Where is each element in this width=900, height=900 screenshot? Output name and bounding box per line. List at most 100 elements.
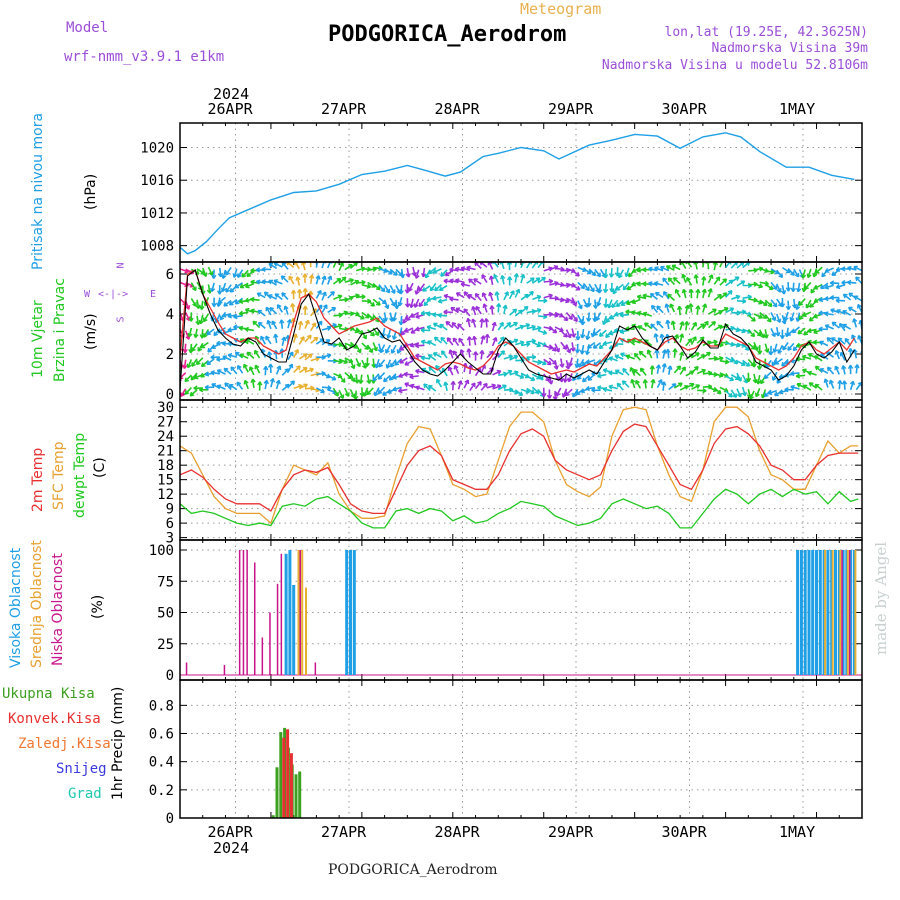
legend-freezing-rain: Zaledj.Kisa <box>18 736 111 752</box>
wind-arrow-head <box>824 284 829 290</box>
wind-arrow-head <box>409 374 414 380</box>
y-tick-label: 9 <box>166 502 174 518</box>
wind-arrow <box>338 276 347 284</box>
wind-arrow-head <box>370 331 375 337</box>
wind-arrow <box>389 268 398 276</box>
wind-arrow <box>439 284 448 291</box>
wind-arrow <box>622 368 630 376</box>
wind-arrow-head <box>830 337 836 342</box>
wind-arrow-head <box>509 290 515 295</box>
wind-arrow <box>239 282 249 289</box>
wind-arrow <box>801 269 806 279</box>
wind-arrow-head <box>296 289 303 294</box>
wind-arrow <box>361 311 370 319</box>
wind-arrow-head <box>418 302 424 308</box>
cloud-low-bar <box>246 550 248 675</box>
wind-arrow-head <box>507 369 513 375</box>
wind-compass-legend: W E N S <-|-> <box>84 262 164 332</box>
wind-arrow-head <box>650 323 655 329</box>
wind-arrow <box>228 383 238 391</box>
wind-arrow-head <box>622 368 627 373</box>
wind-arrow <box>384 268 393 275</box>
wind-arrow-head <box>654 291 660 297</box>
wind-arrow <box>731 342 741 347</box>
wind-arrow <box>383 299 389 309</box>
wind-arrow-head <box>575 336 581 341</box>
wind-arrow <box>372 358 375 368</box>
wind-arrow <box>759 299 768 306</box>
wind-arrow-head <box>385 348 390 354</box>
wind-arrow-head <box>200 362 206 368</box>
wind-arrow <box>389 285 396 294</box>
wind-arrow <box>581 328 585 339</box>
wind-arrow-head <box>681 288 687 294</box>
wind-arrow-head <box>633 368 638 374</box>
wind-arrow <box>388 373 397 381</box>
wind-arrow <box>707 262 710 270</box>
wind-arrow-head <box>243 363 248 369</box>
wind-arrow <box>180 388 187 397</box>
wind-arrow-head <box>688 288 694 294</box>
wind-arrow <box>184 343 187 353</box>
wind-arrow <box>714 357 724 361</box>
wind-arrow <box>315 290 322 299</box>
wind-arrow-head <box>638 350 644 356</box>
cloud-high-bar <box>826 550 830 675</box>
top-day-label: 27APR <box>321 100 367 118</box>
wind-arrow-head <box>322 304 328 309</box>
wind-arrow <box>244 380 249 390</box>
wind-arrow-head <box>224 382 230 388</box>
wind-arrow-head <box>265 335 270 341</box>
wind-arrow <box>210 371 220 375</box>
wind-arrow-head <box>708 274 714 279</box>
wind-arrow <box>203 313 210 322</box>
wind-arrow-head <box>615 285 621 291</box>
wind-arrow-head <box>795 305 801 311</box>
wind-arrow-head <box>340 378 346 383</box>
wind-arrow <box>298 321 302 331</box>
wind-arrow <box>497 350 505 359</box>
wind-arrow <box>514 389 523 397</box>
wind-arrow <box>548 344 557 352</box>
wind-arrow-head <box>821 272 826 278</box>
top-day-label: 29APR <box>548 100 594 118</box>
wind-arrow <box>790 372 800 375</box>
wind-arrow-head <box>433 336 439 342</box>
wind-arrow <box>304 334 312 343</box>
wind-arrow-head <box>513 354 519 360</box>
wind-arrow-head <box>362 334 367 340</box>
wind-arrow <box>349 341 358 349</box>
wind-arrow-head <box>654 266 659 272</box>
wind-arrow <box>702 262 705 268</box>
wind-arrow <box>350 311 360 316</box>
wind-arrow-head <box>661 363 667 368</box>
wind-arrow-head <box>538 376 544 381</box>
wind-arrow-head <box>385 288 391 294</box>
top-day-label: 1MAY <box>779 100 816 118</box>
wind-arrow <box>731 295 741 300</box>
wind-arrow-head <box>803 330 809 336</box>
wind-arrow-head <box>279 319 285 324</box>
wind-arrow-head <box>432 312 437 318</box>
wind-arrow-head <box>566 348 572 354</box>
wind-arrow <box>189 389 198 397</box>
wind-arrow <box>474 262 482 270</box>
wind-arrow-head <box>449 267 454 273</box>
wind-arrow <box>474 381 482 390</box>
wind-arrow-head <box>245 283 250 289</box>
model-elevation-text: Nadmorska Visina u modelu 52.8106m <box>601 58 868 73</box>
wind-arrow-head <box>824 296 829 302</box>
wind-arrow <box>583 267 592 275</box>
wind-arrow-head <box>857 303 862 309</box>
precip-total-bar <box>298 771 302 818</box>
wind-arrow <box>824 312 834 316</box>
wind-arrow-head <box>484 333 491 339</box>
wind-arrow-head <box>729 376 735 382</box>
wind-arrow-head <box>404 382 409 388</box>
cloud-high-bar <box>352 550 356 675</box>
wind-arrow-head <box>410 329 416 334</box>
wind-arrow-head <box>813 298 819 303</box>
cloud-high-bar <box>834 550 837 675</box>
wind-arrow-head <box>530 376 536 382</box>
